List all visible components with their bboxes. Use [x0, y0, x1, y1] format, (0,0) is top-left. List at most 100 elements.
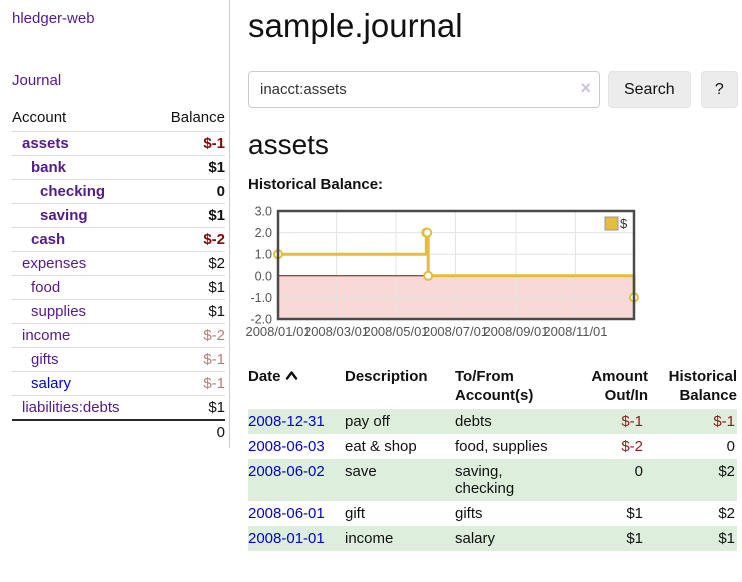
legend-swatch: [604, 216, 619, 231]
register-cell-accounts: food, supplies: [455, 438, 548, 455]
account-balance: $-1: [203, 135, 225, 152]
account-balance: 0: [216, 183, 225, 200]
register-header-row: Date Description To/From Account(s) Amou…: [248, 365, 737, 409]
account-row: assets $-1: [12, 131, 225, 155]
register-cell-description: gift: [345, 505, 366, 522]
account-row: saving $1: [12, 203, 225, 227]
register-cell-amount: $-1: [621, 413, 643, 430]
account-balance: $-1: [203, 375, 225, 392]
register-header-balance: Historical Balance: [668, 368, 737, 404]
register-cell-description: income: [345, 530, 394, 547]
account-heading: assets: [248, 129, 329, 160]
account-row: bank $1: [12, 155, 225, 179]
register-header-date: Date: [248, 365, 345, 409]
register-cell-balance: $1: [718, 530, 735, 547]
register-header-amount: Amount Out/In: [591, 368, 648, 404]
sort-ascending-icon: [285, 367, 298, 386]
account-link[interactable]: assets: [22, 135, 69, 152]
transaction-date-link[interactable]: 2008-06-01: [248, 505, 325, 522]
account-link[interactable]: supplies: [31, 303, 87, 320]
historical-balance-chart: $3.0 2.0 1.0 0.0 -1.0 -2.02008/01/012008/03/0…: [245, 205, 639, 339]
chart-border: [276, 209, 636, 321]
x-axis-tick-label: 2008/07/01: [423, 324, 488, 339]
account-link[interactable]: checking: [40, 183, 106, 200]
y-axis-tick-label: 0.0: [255, 269, 272, 283]
register-cell-balance: $2: [718, 505, 735, 522]
data-point-marker: [422, 227, 433, 238]
account-row: income $-2: [12, 323, 225, 347]
register-cell-amount: $1: [626, 530, 643, 547]
account-link[interactable]: saving: [40, 207, 88, 224]
accounts-table: Account Balance assets $-1 bank $1 checking 0…: [12, 106, 225, 444]
account-balance: $2: [208, 255, 225, 272]
y-axis-tick-label: 3.0: [255, 205, 272, 219]
page-title: sample.journal: [248, 7, 463, 44]
accounts-total-balance: 0: [216, 424, 225, 441]
y-axis-tick-label: 1.0: [255, 248, 272, 262]
accounts-total-row: 0: [12, 419, 225, 444]
account-row: checking 0: [12, 179, 225, 203]
account-balance: $-1: [203, 351, 225, 368]
account-row: salary $-1: [12, 371, 225, 395]
account-row: supplies $1: [12, 299, 225, 323]
sidebar: hledger-web Journal Account Balance asse…: [0, 0, 230, 448]
chart-section-label: Historical Balance:: [248, 176, 384, 193]
legend-label: $: [620, 216, 628, 231]
register-row: 2008-06-02 save saving, checking 0 $2: [248, 459, 737, 501]
register-cell-amount: $1: [626, 505, 643, 522]
register-cell-date: 2008-06-02: [248, 459, 345, 501]
help-button[interactable]: ?: [700, 71, 738, 108]
account-link[interactable]: cash: [31, 231, 66, 248]
account-row: food $1: [12, 275, 225, 299]
register-cell-amount: $-2: [621, 438, 643, 455]
x-axis-tick-label: 2008/05/01: [363, 324, 428, 339]
account-link[interactable]: food: [31, 279, 61, 296]
search-button[interactable]: Search: [607, 71, 691, 108]
register-cell-amount: 0: [634, 463, 643, 480]
account-link[interactable]: expenses: [22, 255, 87, 272]
data-point-marker: [423, 270, 434, 281]
account-link[interactable]: income: [22, 327, 71, 344]
register-cell-balance: 0: [726, 438, 735, 455]
register-cell-accounts: saving, checking: [455, 463, 515, 497]
account-link[interactable]: liabilities:debts: [22, 399, 120, 416]
register-cell-description: pay off: [345, 413, 390, 430]
transaction-date-link[interactable]: 2008-06-03: [248, 438, 325, 455]
register-cell-date: 2008-01-01: [248, 526, 345, 551]
register-cell-accounts: debts: [455, 413, 492, 430]
register-cell-accounts: salary: [455, 530, 496, 547]
register-header-date-label: Date: [248, 368, 281, 385]
accounts-rows: assets $-1 bank $1 checking 0 saving $1 cash $-2 e…: [12, 131, 225, 419]
account-row: liabilities:debts $1: [12, 395, 225, 419]
account-balance: $1: [208, 207, 225, 224]
transaction-date-link[interactable]: 2008-06-02: [248, 463, 325, 480]
register-cell-date: 2008-12-31: [248, 409, 345, 434]
transaction-date-link[interactable]: 2008-01-01: [248, 530, 325, 547]
register-cell-description: save: [345, 463, 377, 480]
register-table: Date Description To/From Account(s) Amou…: [248, 365, 737, 551]
register-row: 2008-06-03 eat & shop food, supplies $-2 0: [248, 434, 737, 459]
transaction-date-link[interactable]: 2008-12-31: [248, 413, 325, 430]
account-row: expenses $2: [12, 251, 225, 275]
register-header-description: Description: [345, 368, 428, 385]
main-content: sample.journal × Search ? assets Histori…: [245, 0, 738, 551]
clear-search-icon[interactable]: ×: [580, 78, 591, 98]
account-balance: $-2: [203, 231, 225, 248]
search-input[interactable]: [248, 71, 600, 108]
y-axis-tick-label: 2.0: [255, 226, 272, 240]
account-link[interactable]: bank: [31, 159, 67, 176]
app-title-link[interactable]: hledger-web: [12, 10, 95, 27]
account-balance: $-2: [203, 327, 225, 344]
balance-column-header: Balance: [170, 109, 225, 126]
account-row: gifts $-1: [12, 347, 225, 371]
account-link[interactable]: gifts: [31, 351, 59, 368]
x-axis-tick-label: 2008/09/01: [483, 324, 548, 339]
search-form: × Search ?: [248, 71, 738, 108]
sidebar-item-journal[interactable]: Journal: [12, 72, 62, 89]
account-balance: $1: [208, 279, 225, 296]
account-balance: $1: [208, 303, 225, 320]
y-axis-tick-label: -2.0: [250, 313, 272, 327]
account-link[interactable]: salary: [31, 375, 72, 392]
x-axis-tick-label: 2008/01/01: [245, 324, 310, 339]
register-header-accounts: To/From Account(s): [455, 368, 534, 404]
